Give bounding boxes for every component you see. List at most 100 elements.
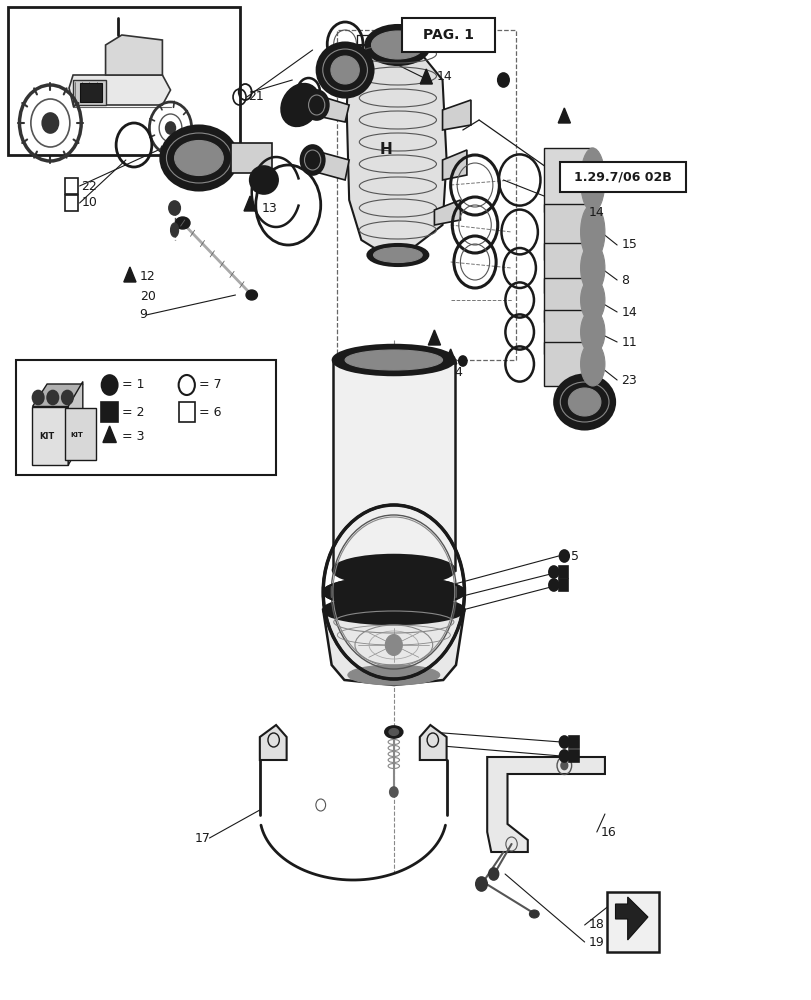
Circle shape (32, 390, 44, 404)
Bar (569, 750, 578, 762)
Bar (543, 148, 592, 212)
Ellipse shape (580, 278, 604, 322)
Polygon shape (103, 426, 116, 442)
Bar (558, 566, 568, 578)
Text: 21: 21 (247, 91, 263, 104)
Ellipse shape (347, 665, 440, 685)
Text: = 2: = 2 (122, 406, 144, 418)
Polygon shape (419, 725, 446, 760)
Text: 13: 13 (261, 202, 277, 215)
Polygon shape (442, 100, 470, 130)
Circle shape (488, 868, 498, 880)
Ellipse shape (246, 290, 257, 300)
Text: 12: 12 (139, 270, 155, 284)
Text: = 7: = 7 (199, 378, 221, 391)
Polygon shape (312, 95, 349, 122)
Text: 15: 15 (620, 238, 637, 251)
Bar (178, 402, 195, 422)
Bar (558, 579, 568, 591)
Ellipse shape (568, 388, 600, 416)
Bar (543, 204, 592, 260)
Polygon shape (558, 108, 569, 123)
Ellipse shape (553, 374, 614, 430)
Bar (65, 195, 78, 211)
Text: 22: 22 (81, 180, 97, 192)
Circle shape (548, 566, 558, 578)
Circle shape (559, 750, 569, 762)
Bar (333, 360, 454, 570)
Bar (8, 7, 239, 155)
Polygon shape (231, 143, 272, 173)
Text: 11: 11 (620, 336, 636, 349)
Polygon shape (32, 384, 83, 406)
Text: 18: 18 (588, 918, 604, 932)
Bar (560, 162, 685, 192)
Circle shape (385, 635, 401, 655)
Bar (65, 408, 96, 460)
Ellipse shape (580, 148, 604, 212)
Ellipse shape (580, 204, 604, 260)
Circle shape (169, 201, 180, 215)
Ellipse shape (367, 244, 428, 266)
Polygon shape (615, 897, 647, 940)
Polygon shape (308, 150, 349, 180)
Ellipse shape (345, 350, 442, 370)
Circle shape (559, 550, 569, 562)
Ellipse shape (323, 596, 464, 624)
Ellipse shape (281, 84, 320, 126)
Polygon shape (442, 150, 466, 180)
Circle shape (458, 356, 466, 366)
Bar (401, 18, 495, 52)
Polygon shape (428, 330, 440, 345)
Polygon shape (420, 69, 431, 84)
Polygon shape (68, 381, 83, 465)
Ellipse shape (384, 726, 402, 738)
Ellipse shape (333, 555, 454, 585)
Circle shape (559, 736, 569, 748)
Text: = 1: = 1 (122, 378, 144, 391)
Text: 16: 16 (600, 826, 616, 838)
Ellipse shape (371, 31, 423, 59)
Circle shape (101, 375, 118, 395)
Ellipse shape (300, 145, 324, 175)
Text: PAG. 1: PAG. 1 (423, 28, 474, 42)
Polygon shape (73, 80, 105, 105)
Text: = 6: = 6 (199, 406, 221, 418)
Bar (32, 406, 68, 465)
Circle shape (475, 877, 487, 891)
Polygon shape (260, 725, 286, 760)
Ellipse shape (580, 243, 604, 293)
Bar (607, 892, 658, 952)
Bar (65, 178, 78, 194)
Text: KIT: KIT (39, 432, 54, 441)
Text: 9: 9 (139, 308, 148, 322)
Ellipse shape (373, 247, 422, 262)
Ellipse shape (174, 140, 223, 176)
Ellipse shape (580, 342, 604, 386)
Polygon shape (243, 196, 255, 211)
Bar (101, 402, 118, 422)
Ellipse shape (323, 577, 464, 607)
Ellipse shape (580, 310, 604, 354)
Text: = 3: = 3 (122, 430, 144, 444)
Circle shape (497, 73, 508, 87)
Text: 14: 14 (436, 70, 452, 84)
Bar (79, 83, 102, 102)
Ellipse shape (160, 125, 237, 190)
Circle shape (62, 390, 73, 404)
Text: 20: 20 (139, 290, 156, 304)
Text: 17: 17 (195, 832, 211, 844)
Bar (337, 30, 515, 360)
Text: KIT: KIT (71, 432, 84, 438)
Ellipse shape (388, 728, 398, 736)
Text: H: H (379, 142, 392, 157)
Circle shape (560, 762, 567, 770)
Polygon shape (346, 45, 446, 255)
Text: 14: 14 (588, 206, 603, 219)
Circle shape (165, 122, 175, 134)
Ellipse shape (369, 353, 418, 367)
Polygon shape (444, 349, 456, 364)
Polygon shape (487, 757, 604, 852)
Circle shape (389, 787, 397, 797)
Ellipse shape (175, 217, 190, 229)
